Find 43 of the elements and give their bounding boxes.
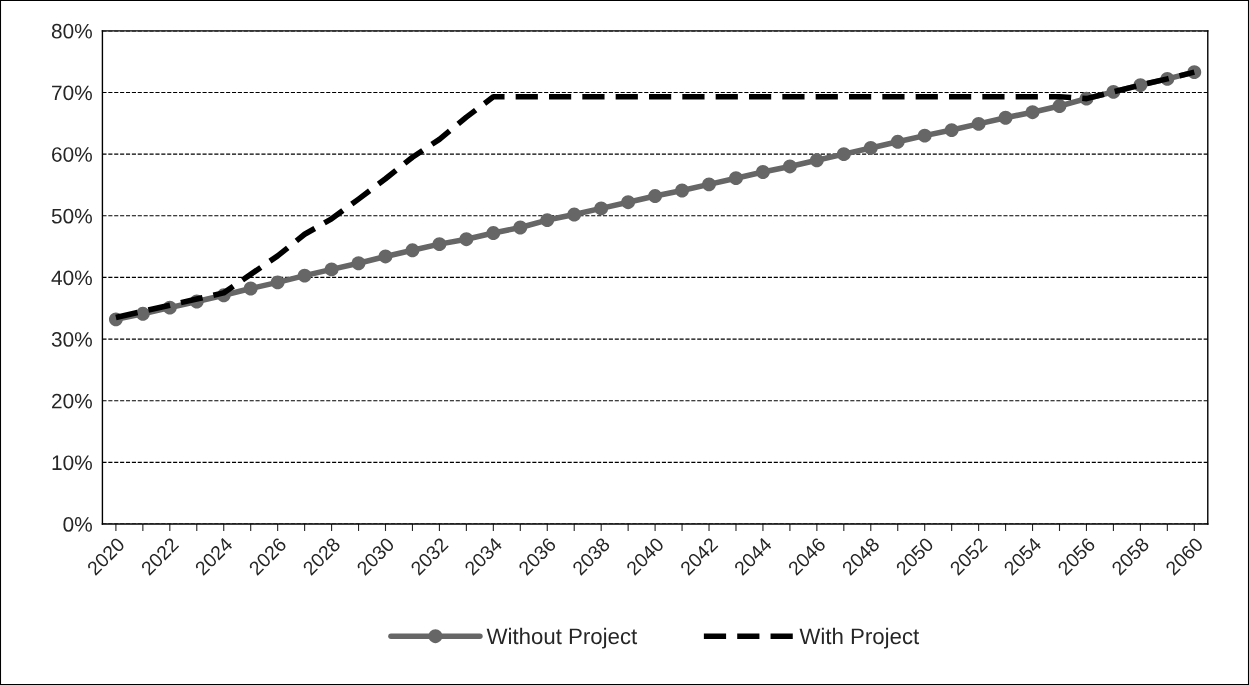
point	[756, 165, 770, 179]
point	[702, 177, 716, 192]
y-tick-label: 70%	[52, 85, 92, 101]
y-tick-label: 30%	[51, 332, 92, 347]
legend-label: Without Project	[486, 627, 638, 649]
y-tick-label: 80%	[51, 23, 92, 39]
point	[998, 110, 1013, 125]
point	[782, 159, 797, 174]
point	[567, 207, 582, 222]
y-tick-label: 40%	[51, 270, 92, 286]
point	[621, 195, 636, 210]
point	[270, 275, 285, 290]
y-tick-label: 20%	[52, 393, 92, 409]
legend-label: With Project	[799, 627, 920, 649]
point	[135, 306, 150, 321]
y-tick-label: 10%	[52, 455, 92, 471]
point	[863, 141, 878, 155]
point	[594, 201, 609, 216]
point	[971, 116, 986, 131]
point	[513, 220, 528, 235]
point	[486, 226, 501, 240]
point	[405, 243, 420, 258]
point	[1052, 99, 1067, 113]
point	[432, 237, 447, 252]
point	[944, 123, 959, 138]
point	[729, 171, 743, 186]
point	[297, 268, 312, 283]
y-tick-label: 0%	[63, 517, 92, 532]
y-tick-label: 60%	[52, 147, 92, 162]
point	[1025, 105, 1040, 120]
point	[648, 189, 663, 203]
point	[351, 256, 366, 271]
point	[378, 249, 393, 264]
point	[324, 262, 339, 277]
point	[836, 147, 851, 162]
point	[540, 213, 555, 228]
point	[459, 232, 474, 247]
point	[809, 153, 824, 168]
point	[243, 281, 258, 296]
point	[675, 183, 690, 198]
point	[917, 128, 932, 143]
point	[890, 134, 905, 149]
y-tick-label: 50%	[51, 208, 92, 224]
